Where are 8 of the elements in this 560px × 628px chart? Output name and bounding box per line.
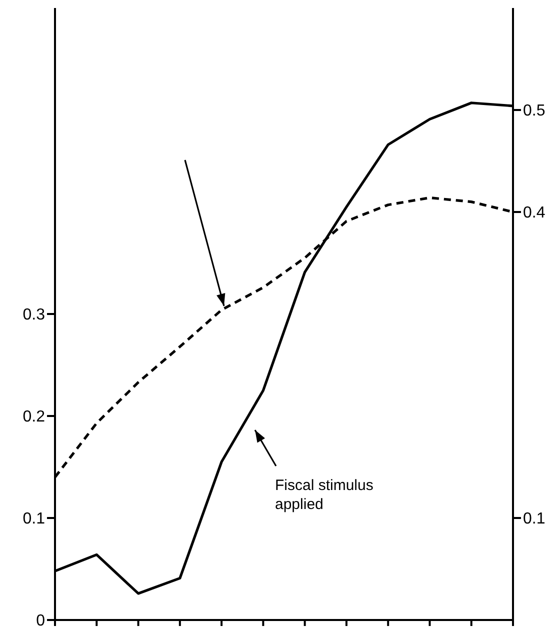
y-tick-label: 0.1 bbox=[22, 510, 46, 528]
y2-tick-label: 0.5 bbox=[523, 102, 546, 120]
y2-tick-label: 0.4 bbox=[523, 204, 546, 222]
y-tick-label: 0 bbox=[36, 612, 46, 628]
annotation: Fiscal stimulus applied bbox=[275, 477, 374, 513]
y2-tick-label: 0.1 bbox=[523, 510, 546, 528]
y-tick-label: 0.3 bbox=[22, 306, 46, 324]
y-tick-label: 0.2 bbox=[22, 408, 46, 426]
